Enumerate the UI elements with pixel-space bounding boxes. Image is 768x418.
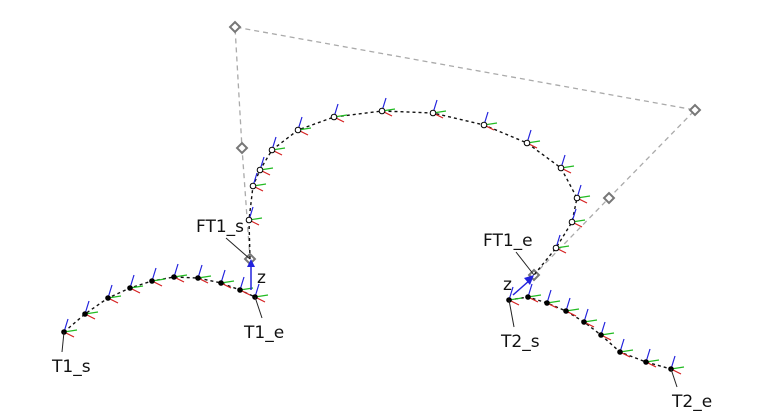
t2-end-leader (670, 368, 678, 388)
z-axis-label-right: z (503, 275, 512, 295)
ft1-node-2 (249, 182, 257, 190)
control-polygon-layer (228, 20, 702, 282)
ft1-node-12 (573, 194, 581, 202)
t1-node-2 (82, 311, 88, 317)
ft1-node-14 (552, 244, 560, 252)
ft1-start-label: FT1_s (196, 217, 244, 237)
frame-layer (63, 97, 685, 375)
t1-end-label: T1_e (243, 323, 284, 343)
ft1-node-5 (294, 126, 302, 134)
ft1-node-10 (523, 139, 531, 147)
ft1-node-1 (245, 216, 253, 224)
ft1-node-8 (429, 109, 437, 117)
leader-layer (61, 237, 678, 388)
t1-node-7 (195, 275, 201, 281)
z-arrow-right-head (524, 275, 534, 285)
ft1-node-3 (256, 166, 264, 174)
t1-end-leader (254, 296, 263, 319)
control-polygon (234, 26, 697, 276)
ft1-node-7 (378, 107, 386, 115)
ft1-node-9 (480, 121, 488, 129)
control-point-2 (235, 141, 249, 155)
t1-node-5 (149, 278, 155, 284)
control-point-4 (688, 103, 702, 117)
ft1-node-11 (557, 164, 565, 172)
ft1-node-13 (568, 218, 576, 226)
z-arrow-left-head (247, 259, 255, 267)
t1-node-3 (105, 295, 111, 301)
t1-node-8 (218, 280, 224, 286)
t1-start-label: T1_s (51, 357, 91, 377)
t2-node-7 (617, 349, 623, 355)
curve-layer (63, 110, 672, 370)
t2-start-leader (508, 299, 515, 328)
t2-node-8 (643, 359, 649, 365)
t1-start-leader (61, 331, 65, 353)
t2-end-label: T2_e (671, 392, 712, 412)
t2-node-4 (563, 308, 569, 314)
ft1-node-6 (330, 113, 338, 121)
t2-node-2 (525, 294, 531, 300)
control-point-3 (228, 20, 242, 34)
t1-node-6 (171, 274, 177, 280)
z-arrow-right-shaft (512, 279, 531, 296)
ft1-end-leader (515, 251, 535, 276)
ft1-end-label: FT1_e (483, 231, 533, 251)
t1-node-4 (127, 285, 133, 291)
ft1-curve (248, 110, 578, 276)
node-layer (61, 107, 674, 372)
control-point-5 (602, 191, 616, 205)
ft1-node-4 (268, 146, 276, 154)
t2-node-3 (544, 300, 550, 306)
t2-node-6 (598, 332, 604, 338)
z-axis-label-left: z (257, 268, 266, 288)
ft1-start-leader (225, 237, 251, 260)
t2-start-label: T2_s (500, 332, 540, 352)
t1-node-9 (237, 287, 243, 293)
t2-node-5 (581, 319, 587, 325)
